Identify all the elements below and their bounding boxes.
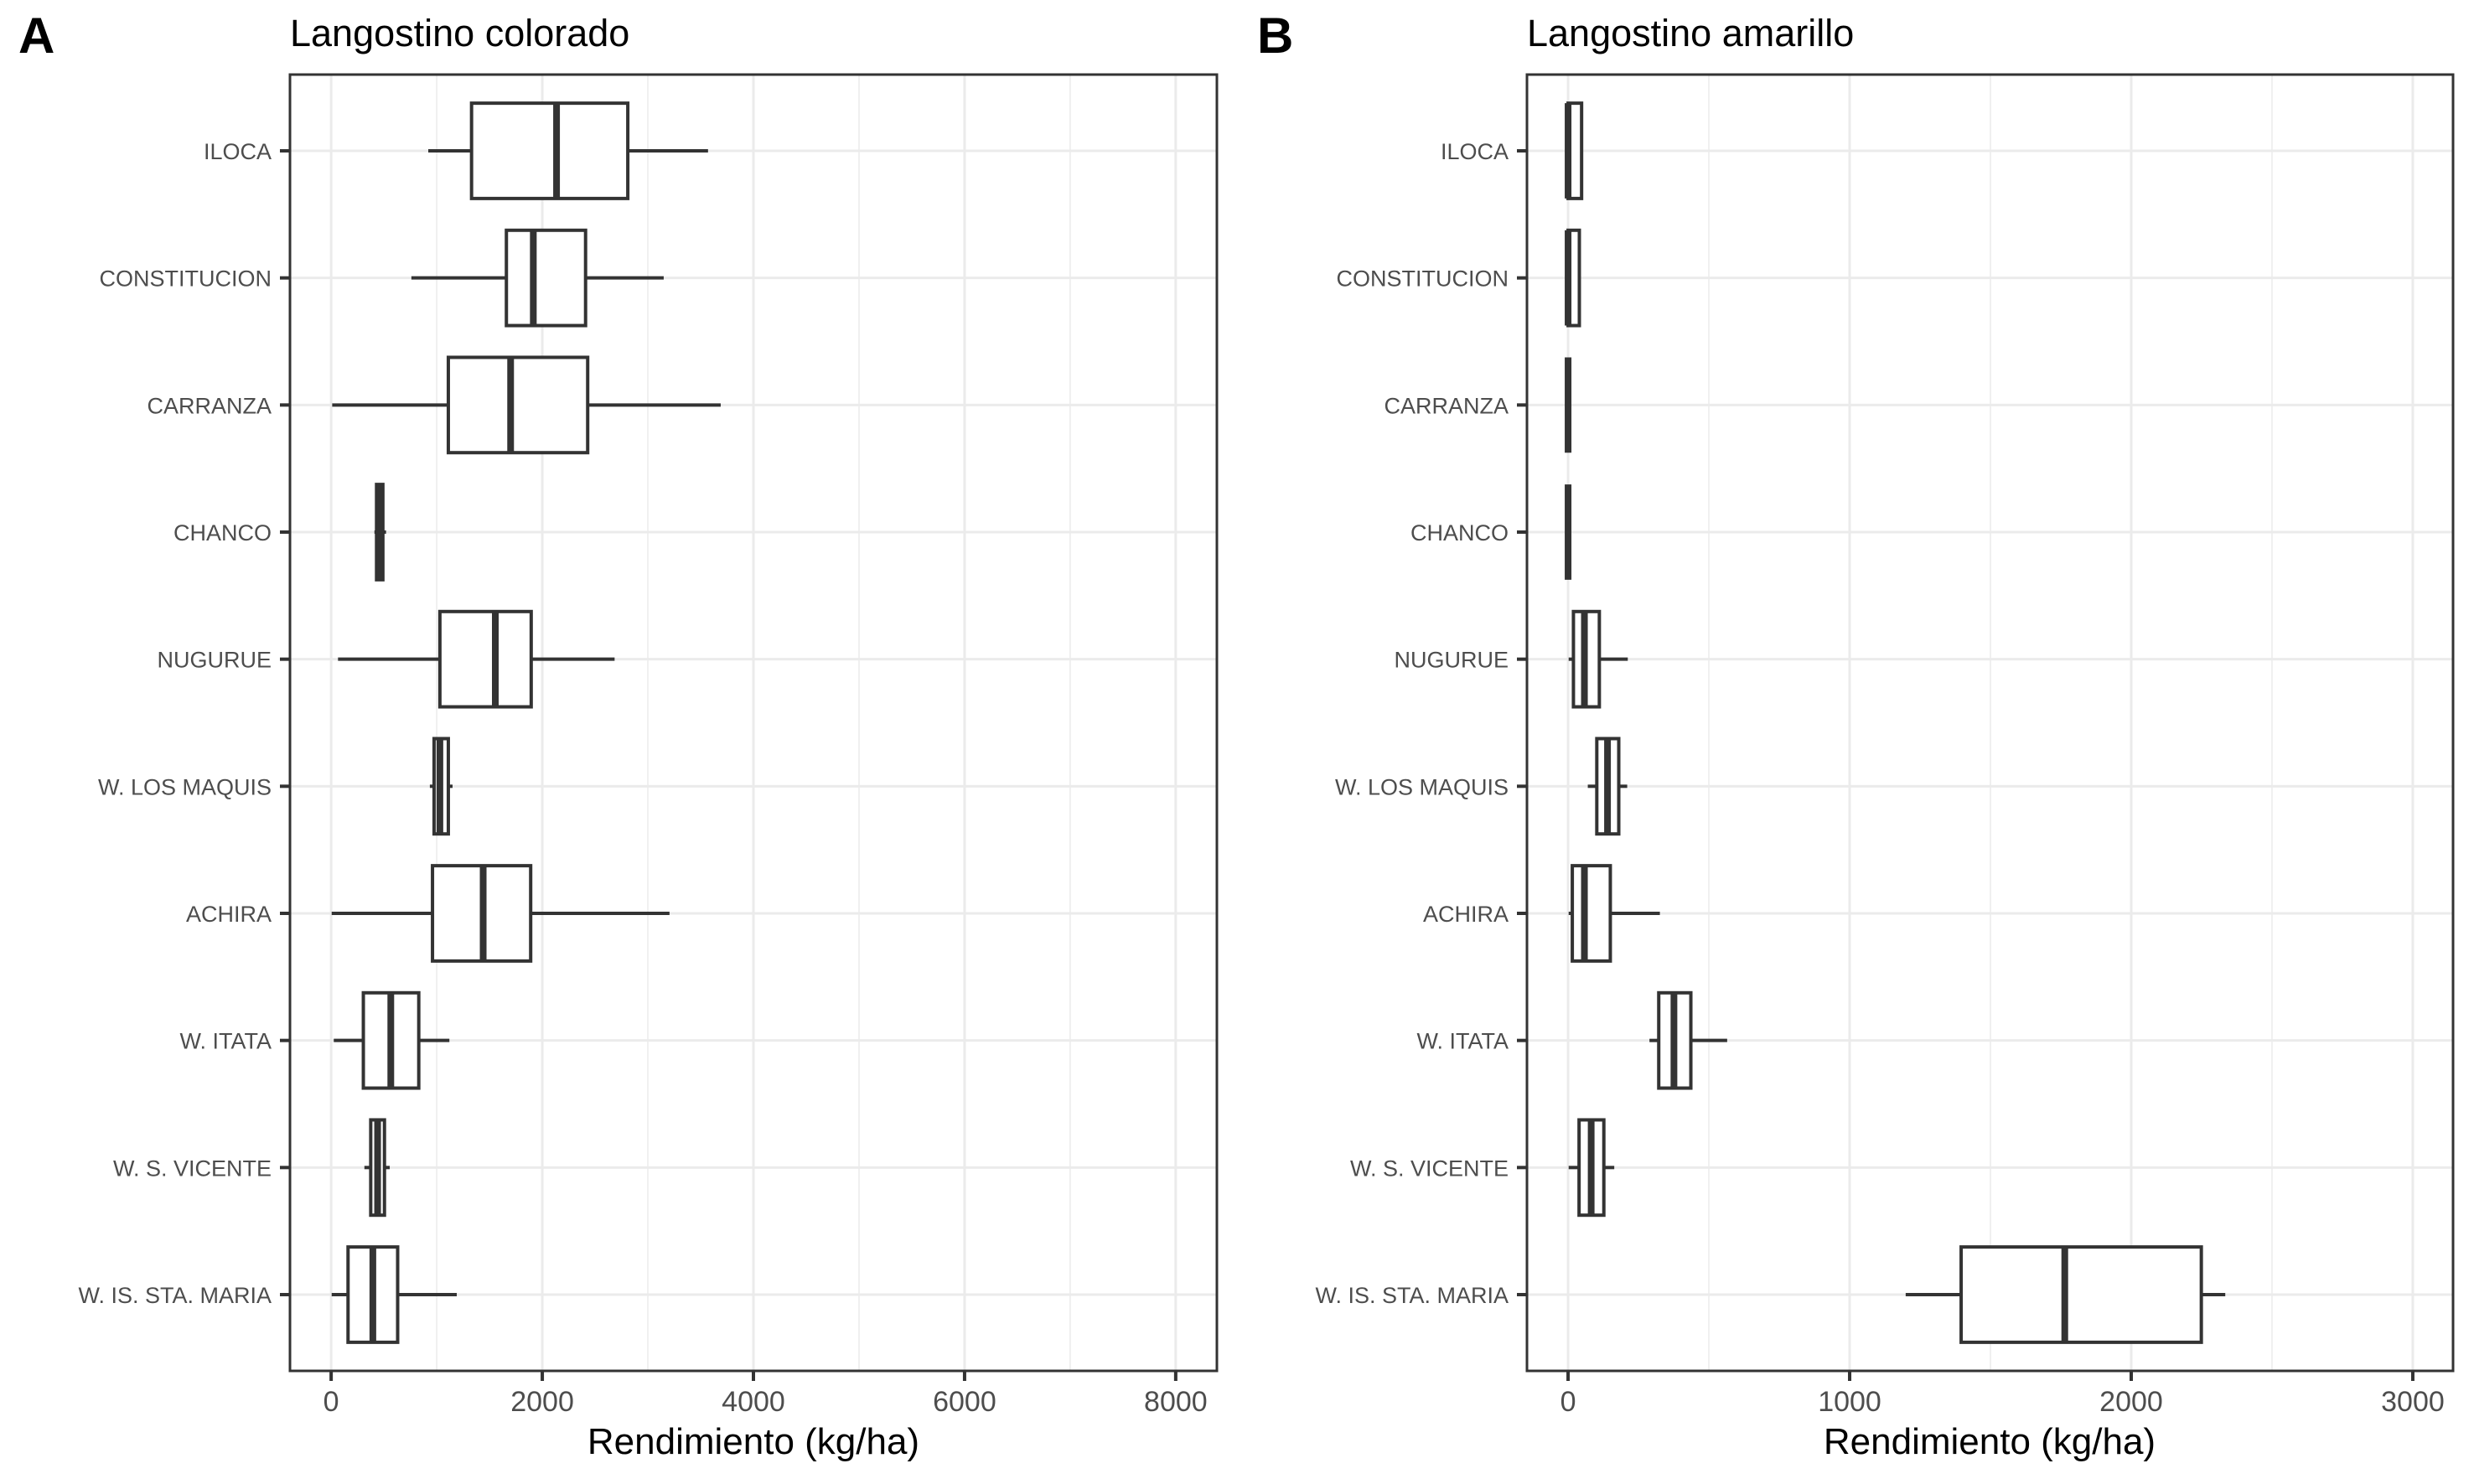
boxplot-w-itata-b (1649, 990, 1727, 1090)
y-tick-label: ILOCA (204, 139, 272, 164)
boxplot-w-itata-a (334, 990, 450, 1090)
grid-b (1527, 75, 2453, 1371)
boxplot-achira-a (331, 864, 670, 963)
iqr-box (1959, 1245, 2203, 1344)
y-tick-label: CONSTITUCION (100, 266, 272, 292)
x-tick-label: 2000 (2099, 1386, 2163, 1418)
y-tick-label: W. ITATA (1417, 1029, 1509, 1054)
boxplot-w-s-vicente-b (1568, 1118, 1615, 1218)
panel-title-a: Langostino colorado (290, 12, 629, 54)
boxplot-w-is-sta-maria-b (1905, 1245, 2226, 1344)
x-tick-label: 6000 (933, 1386, 996, 1418)
y-tick-label: CONSTITUCION (1337, 266, 1509, 292)
boxplot-iloca-b (1565, 101, 1584, 200)
y-tick-label: W. IS. STA. MARIA (78, 1283, 272, 1308)
y-tick-label: CHANCO (173, 520, 272, 546)
iqr-box (437, 609, 533, 709)
axes-a: 0 2000 4000 6000 8000 ILOCA CONSTITUCION CARRAN… (78, 139, 1207, 1418)
axes-b: 0 1000 2000 3000 ILOCA CONSTITUCION CARRANZA CH… (1315, 139, 2444, 1418)
y-tick-label: W. IS. STA. MARIA (1315, 1283, 1509, 1308)
iqr-box (1571, 864, 1612, 963)
panel-b: B Langostino amarillo 0 1000 2000 3000 ILOCA… (1257, 8, 2455, 1462)
y-tick-label: W. LOS MAQUIS (1335, 774, 1509, 799)
x-tick-label: 4000 (722, 1386, 785, 1418)
panel-a: A Langostino colorado 0 2000 4000 6000 8000 I… (18, 8, 1219, 1462)
boxplot-w-los-maquis-b (1587, 737, 1628, 836)
boxplot-w-s-vicente-a (364, 1118, 391, 1218)
iqr-box (469, 101, 630, 200)
grid-a (290, 75, 1217, 1371)
x-tick-label: 3000 (2381, 1386, 2445, 1418)
iqr-box (446, 355, 590, 455)
y-tick-label: W. S. VICENTE (113, 1156, 272, 1181)
x-axis-title-a: Rendimiento (kg/ha) (587, 1421, 919, 1462)
panel-title-b: Langostino amarillo (1527, 12, 1854, 54)
x-axis-title-b: Rendimiento (kg/ha) (1824, 1421, 2156, 1462)
x-tick-label: 0 (1560, 1386, 1576, 1418)
y-tick-label: NUGURUE (157, 648, 272, 673)
y-tick-label: W. ITATA (180, 1029, 272, 1054)
y-tick-label: ILOCA (1441, 139, 1509, 164)
boxplot-nugurue-a (338, 609, 615, 709)
boxplot-w-is-sta-maria-a (331, 1245, 458, 1344)
boxplot-constitucion-a (411, 228, 664, 328)
boxplots-b (1565, 101, 2226, 1344)
y-tick-label: NUGURUE (1394, 648, 1509, 673)
boxplot-carranza-a (332, 355, 721, 455)
iqr-box (505, 228, 587, 328)
y-tick-label: CARRANZA (147, 393, 272, 418)
boxplot-w-los-maquis-a (429, 737, 453, 836)
y-tick-label: W. LOS MAQUIS (98, 774, 272, 799)
y-tick-label: CHANCO (1410, 520, 1509, 546)
x-tick-label: 0 (323, 1386, 339, 1418)
boxplot-iloca-a (428, 101, 708, 200)
y-tick-label: W. S. VICENTE (1350, 1156, 1509, 1181)
boxplot-achira-b (1568, 864, 1660, 963)
boxplot-constitucion-b (1565, 228, 1581, 328)
x-tick-label: 2000 (510, 1386, 574, 1418)
x-tick-label: 8000 (1144, 1386, 1208, 1418)
y-tick-label: ACHIRA (186, 902, 272, 927)
boxplot-nugurue-b (1568, 609, 1628, 709)
boxplot-chanco-a (374, 483, 386, 582)
panel-tag-a: A (18, 8, 54, 64)
x-tick-label: 1000 (1818, 1386, 1881, 1418)
y-tick-label: CARRANZA (1384, 393, 1509, 418)
boxplots-a (331, 101, 721, 1344)
plot-area-b (1525, 73, 2455, 1373)
panel-tag-b: B (1257, 8, 1293, 64)
y-tick-label: ACHIRA (1423, 902, 1509, 927)
